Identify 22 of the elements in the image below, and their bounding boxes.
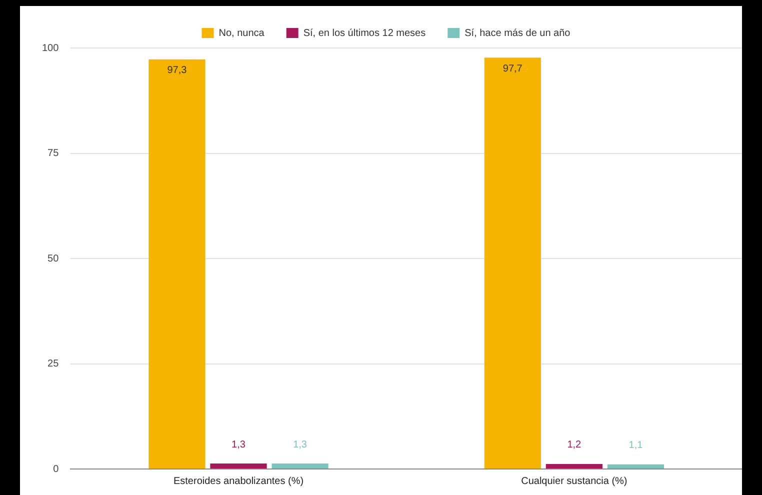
y-tick-label: 75: [48, 148, 60, 159]
y-tick-label: 100: [42, 42, 60, 54]
legend-label: No, nunca: [218, 28, 265, 39]
data-label: 1,3: [293, 439, 308, 450]
data-label: 97,3: [167, 65, 188, 76]
bar: [484, 58, 541, 468]
legend-label: Sí, hace más de un año: [464, 28, 571, 39]
data-label: 1,3: [232, 439, 246, 450]
x-tick-label: Cualquier sustancia (%): [521, 476, 628, 487]
bar: [272, 464, 328, 468]
y-tick-label: 50: [48, 253, 60, 264]
bar: [546, 464, 602, 468]
data-label: 1,2: [567, 440, 582, 451]
data-label: 1,1: [628, 440, 644, 452]
bar: [607, 464, 664, 468]
data-label: 97,7: [502, 63, 523, 74]
legend-label: Sí, en los últimos 12 meses: [303, 28, 426, 39]
y-tick-label: 25: [48, 358, 60, 370]
bar: [148, 59, 206, 468]
x-tick-label: Esteroides anabolizantes (%): [173, 476, 304, 487]
bar: [210, 464, 267, 468]
y-tick-label: 0: [53, 464, 60, 475]
